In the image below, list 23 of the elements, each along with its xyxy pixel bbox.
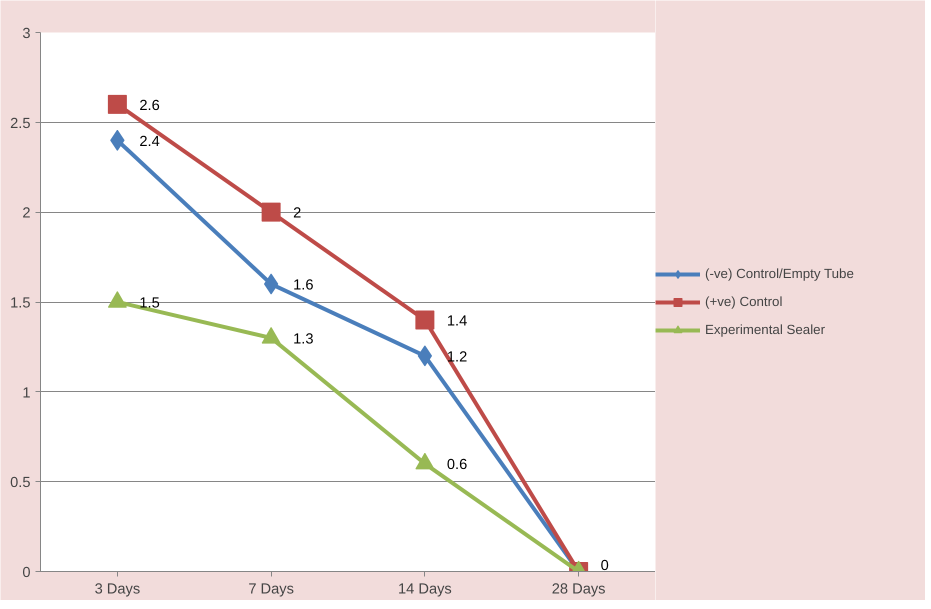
legend-label: (-ve) Control/Empty Tube xyxy=(705,266,854,281)
x-tick-label: 7 Days xyxy=(248,582,294,598)
y-tick-label: 0.5 xyxy=(10,475,30,492)
y-tick-label: 3 xyxy=(22,26,31,42)
data-label: 1.6 xyxy=(293,278,314,294)
data-label: 2.6 xyxy=(139,98,160,114)
data-label: 1.3 xyxy=(293,331,314,348)
data-label: 2.4 xyxy=(139,134,160,150)
legend-label: (+ve) Control xyxy=(705,294,782,309)
y-tick-label: 2 xyxy=(22,206,31,222)
y-tick-label: 1.5 xyxy=(10,296,30,312)
y-tick-label: 0 xyxy=(22,565,31,581)
x-tick-label: 14 Days xyxy=(398,582,452,598)
x-tick-label: 3 Days xyxy=(94,582,140,598)
x-tick-label: 28 Days xyxy=(552,582,606,598)
legend-label: Experimental Sealer xyxy=(705,322,826,337)
data-label: 0 xyxy=(600,558,609,574)
y-tick-label: 1 xyxy=(22,385,31,402)
data-label: 0.6 xyxy=(446,457,468,474)
data-label: 1.5 xyxy=(139,296,160,312)
y-tick-label: 2.5 xyxy=(10,116,30,132)
data-label: 1.4 xyxy=(446,313,468,330)
data-label: 2 xyxy=(293,206,302,222)
